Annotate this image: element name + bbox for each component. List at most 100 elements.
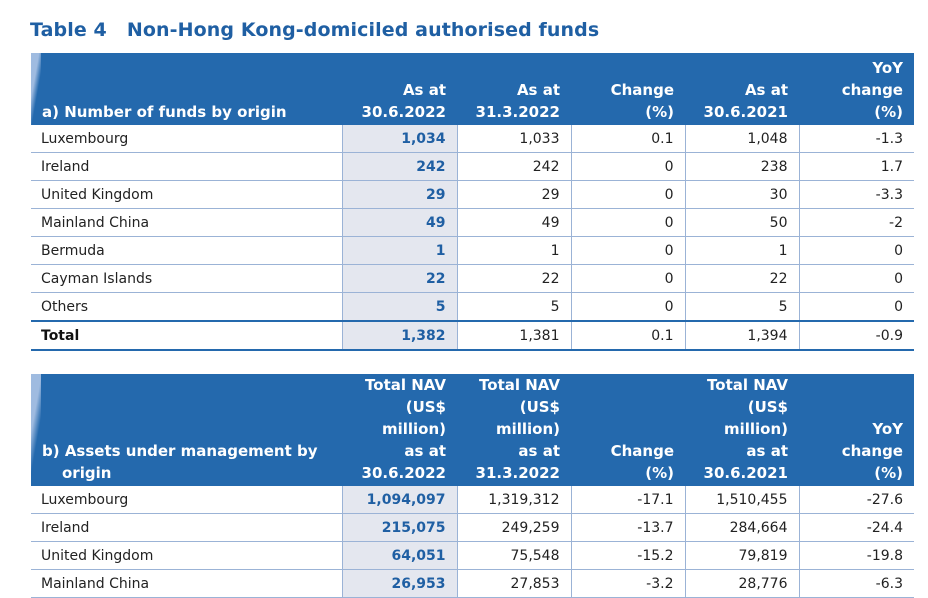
col-header: As at 30.6.2021 [685, 53, 799, 125]
cell: -27.6 [799, 486, 914, 514]
cell: 26,953 [342, 569, 458, 598]
table-row: Bermuda 1 1 0 1 0 [31, 236, 914, 265]
cell: 0 [799, 236, 914, 265]
cell: 30 [685, 180, 800, 209]
table-row: Others 5 5 0 5 0 [31, 292, 914, 322]
table-row: Ireland 242 242 0 238 1.7 [31, 152, 914, 181]
col-header: As at 30.6.2022 [342, 53, 457, 125]
table-title: Non-Hong Kong-domiciled authorised funds [126, 19, 600, 41]
col-header: Change (%) [571, 53, 685, 125]
cell: 242 [342, 152, 458, 181]
cell: 1,319,312 [457, 486, 572, 514]
cell: 1,094,097 [342, 486, 458, 514]
row-label: Others [31, 292, 343, 322]
cell: 5 [685, 292, 800, 322]
cell: 29 [457, 180, 572, 209]
row-label: Luxembourg [31, 125, 343, 153]
table-row: Mainland China 26,953 27,853 -3.2 28,776… [31, 569, 914, 598]
cell: 0 [571, 236, 686, 265]
cell: 1 [685, 236, 800, 265]
page-title: Table 4 Non-Hong Kong-domiciled authorise… [30, 19, 599, 41]
row-label: Ireland [31, 152, 343, 181]
cell: 215,075 [342, 513, 458, 542]
cell: 50 [685, 208, 800, 237]
row-label: Bermuda [31, 236, 343, 265]
cell: 0 [799, 292, 914, 322]
col-header: Total NAV (US$ million) as at 30.6.2022 [342, 374, 457, 486]
cell: -24.4 [799, 513, 914, 542]
col-header: YoY change (%) [799, 53, 914, 125]
table-number: Table 4 [30, 19, 107, 41]
cell: -6.3 [799, 569, 914, 598]
funds-by-origin-table: a) Number of funds by origin As at 30.6.2… [31, 53, 914, 351]
cell: 1,510,455 [685, 486, 800, 514]
cell: 5 [457, 292, 572, 322]
col-header: Total NAV (US$ million) as at 31.3.2022 [457, 374, 571, 486]
cell: 49 [457, 208, 572, 237]
cell: 284,664 [685, 513, 800, 542]
col-header: YoY change (%) [799, 374, 914, 486]
table-row: Cayman Islands 22 22 0 22 0 [31, 264, 914, 293]
col-header: As at 31.3.2022 [457, 53, 571, 125]
cell: -3.2 [571, 569, 686, 598]
cell: 0 [571, 264, 686, 293]
row-label: Mainland China [31, 208, 343, 237]
table-header-row: a) Number of funds by origin As at 30.6.2… [31, 53, 914, 125]
cell: -0.9 [799, 320, 914, 351]
col-header: Change (%) [571, 374, 685, 486]
cell: 75,548 [457, 541, 572, 570]
table-row: United Kingdom 64,051 75,548 -15.2 79,81… [31, 541, 914, 570]
table-row: Ireland 215,075 249,259 -13.7 284,664 -2… [31, 513, 914, 542]
table-b-label: b) Assets under management by origin [31, 374, 342, 486]
cell: -3.3 [799, 180, 914, 209]
row-label: Mainland China [31, 569, 343, 598]
row-label: United Kingdom [31, 180, 343, 209]
cell: 1,048 [685, 125, 800, 153]
total-row: Total 1,382 1,381 0.1 1,394 -0.9 [31, 320, 914, 351]
cell: 0.1 [571, 125, 686, 153]
col-header: Total NAV (US$ million) as at 30.6.2021 [685, 374, 799, 486]
cell: -17.1 [571, 486, 686, 514]
cell: 0 [571, 152, 686, 181]
cell: 0 [571, 292, 686, 322]
cell: -2 [799, 208, 914, 237]
cell: 22 [685, 264, 800, 293]
row-label: Total [31, 320, 343, 351]
row-label: Luxembourg [31, 486, 343, 514]
table-row: Luxembourg 1,094,097 1,319,312 -17.1 1,5… [31, 486, 914, 514]
cell: 238 [685, 152, 800, 181]
cell: -19.8 [799, 541, 914, 570]
cell: 29 [342, 180, 458, 209]
cell: 0 [571, 208, 686, 237]
cell: 28,776 [685, 569, 800, 598]
cell: -13.7 [571, 513, 686, 542]
cell: 0.1 [571, 320, 686, 351]
cell: 64,051 [342, 541, 458, 570]
cell: 249,259 [457, 513, 572, 542]
cell: 242 [457, 152, 572, 181]
row-label: Ireland [31, 513, 343, 542]
table-row: United Kingdom 29 29 0 30 -3.3 [31, 180, 914, 209]
table-header-row: b) Assets under management by origin Tota… [31, 374, 914, 486]
cell: 22 [457, 264, 572, 293]
cell: 1,381 [457, 320, 572, 351]
cell: 79,819 [685, 541, 800, 570]
cell: 0 [571, 180, 686, 209]
cell: 5 [342, 292, 458, 322]
row-label: Cayman Islands [31, 264, 343, 293]
cell: 1 [457, 236, 572, 265]
cell: 1,394 [685, 320, 800, 351]
cell: 0 [799, 264, 914, 293]
cell: 49 [342, 208, 458, 237]
cell: 1,034 [342, 125, 458, 153]
table-a-label: a) Number of funds by origin [31, 53, 342, 125]
table-row: Mainland China 49 49 0 50 -2 [31, 208, 914, 237]
cell: 1.7 [799, 152, 914, 181]
row-label: United Kingdom [31, 541, 343, 570]
aum-by-origin-table: b) Assets under management by origin Tota… [31, 374, 914, 598]
cell: 1,382 [342, 320, 458, 351]
cell: 27,853 [457, 569, 572, 598]
cell: -15.2 [571, 541, 686, 570]
cell: 1,033 [457, 125, 572, 153]
table-row: Luxembourg 1,034 1,033 0.1 1,048 -1.3 [31, 125, 914, 153]
